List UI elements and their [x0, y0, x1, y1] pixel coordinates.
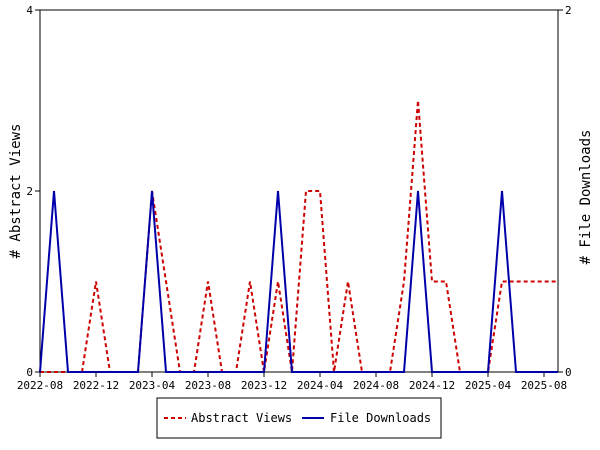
y-left-tick-label: 4: [26, 4, 33, 17]
series-line-file-downloads: [39, 190, 558, 373]
x-tick-label: 2025-04: [465, 379, 512, 392]
x-tick-label: 2025-08: [521, 379, 567, 392]
legend-label-abstract-views: Abstract Views: [191, 411, 292, 425]
x-tick-label: 2022-12: [73, 379, 119, 392]
legend-label-file-downloads: File Downloads: [330, 411, 431, 425]
x-tick-label: 2022-08: [17, 379, 63, 392]
x-tick-label: 2024-08: [353, 379, 399, 392]
legend: Abstract Views File Downloads: [156, 397, 442, 439]
series-layer: [39, 100, 558, 373]
y-left-tick-label: 0: [26, 366, 33, 379]
x-tick-label: 2023-08: [185, 379, 231, 392]
y-axis-left-title: # Abstract Views: [8, 124, 24, 259]
x-tick-label: 2024-04: [297, 379, 344, 392]
y-left-tick-label: 2: [26, 185, 33, 198]
x-tick-label: 2023-12: [241, 379, 287, 392]
x-tick-label: 2023-04: [129, 379, 176, 392]
axes-layer: 0 2 4 0 2 2022-08 2022-12 2023-04 2023-08 2023-12…: [17, 4, 572, 392]
x-tick-label: 2024-12: [409, 379, 455, 392]
y-axis-right-title: # File Downloads: [578, 130, 594, 265]
y-right-tick-label: 0: [565, 366, 572, 379]
plot-area: [39, 9, 559, 373]
y-right-tick-label: 2: [565, 4, 572, 17]
legend-box: [156, 397, 442, 439]
